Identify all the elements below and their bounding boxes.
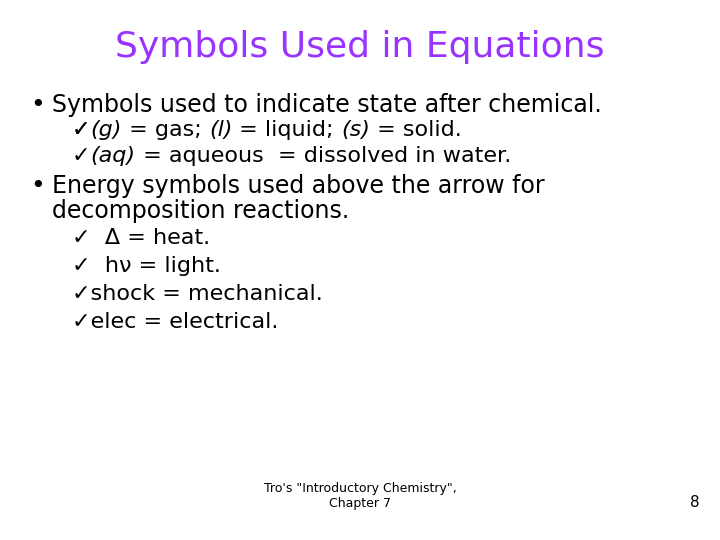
Text: (l): (l) (209, 120, 233, 140)
Text: ✓: ✓ (72, 120, 91, 140)
Text: Symbols Used in Equations: Symbols Used in Equations (115, 30, 605, 64)
Text: ✓  Δ = heat.: ✓ Δ = heat. (72, 228, 210, 248)
Text: ✓: ✓ (72, 120, 91, 140)
Text: ✓  hν = light.: ✓ hν = light. (72, 256, 221, 276)
Text: •: • (30, 93, 45, 117)
Text: Symbols used to indicate state after chemical.: Symbols used to indicate state after che… (52, 93, 602, 117)
Text: ✓shock = mechanical.: ✓shock = mechanical. (72, 284, 323, 304)
Text: (aq): (aq) (91, 146, 135, 166)
Text: Tro's "Introductory Chemistry",
Chapter 7: Tro's "Introductory Chemistry", Chapter … (264, 482, 456, 510)
Text: decomposition reactions.: decomposition reactions. (52, 199, 349, 223)
Text: = liquid;: = liquid; (233, 120, 341, 140)
Text: ✓: ✓ (72, 146, 91, 166)
Text: (g): (g) (91, 120, 122, 140)
Text: 8: 8 (690, 495, 700, 510)
Text: Energy symbols used above the arrow for: Energy symbols used above the arrow for (52, 174, 544, 198)
Text: = gas;: = gas; (122, 120, 209, 140)
Text: (s): (s) (341, 120, 370, 140)
Text: ✓elec = electrical.: ✓elec = electrical. (72, 312, 279, 332)
Text: = aqueous  = dissolved in water.: = aqueous = dissolved in water. (135, 146, 511, 166)
Text: = solid.: = solid. (370, 120, 462, 140)
Text: •: • (30, 174, 45, 198)
